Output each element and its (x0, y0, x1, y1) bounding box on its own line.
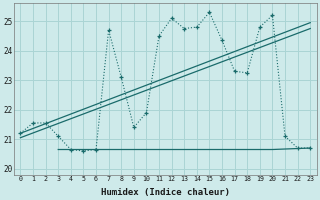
X-axis label: Humidex (Indice chaleur): Humidex (Indice chaleur) (101, 188, 230, 197)
